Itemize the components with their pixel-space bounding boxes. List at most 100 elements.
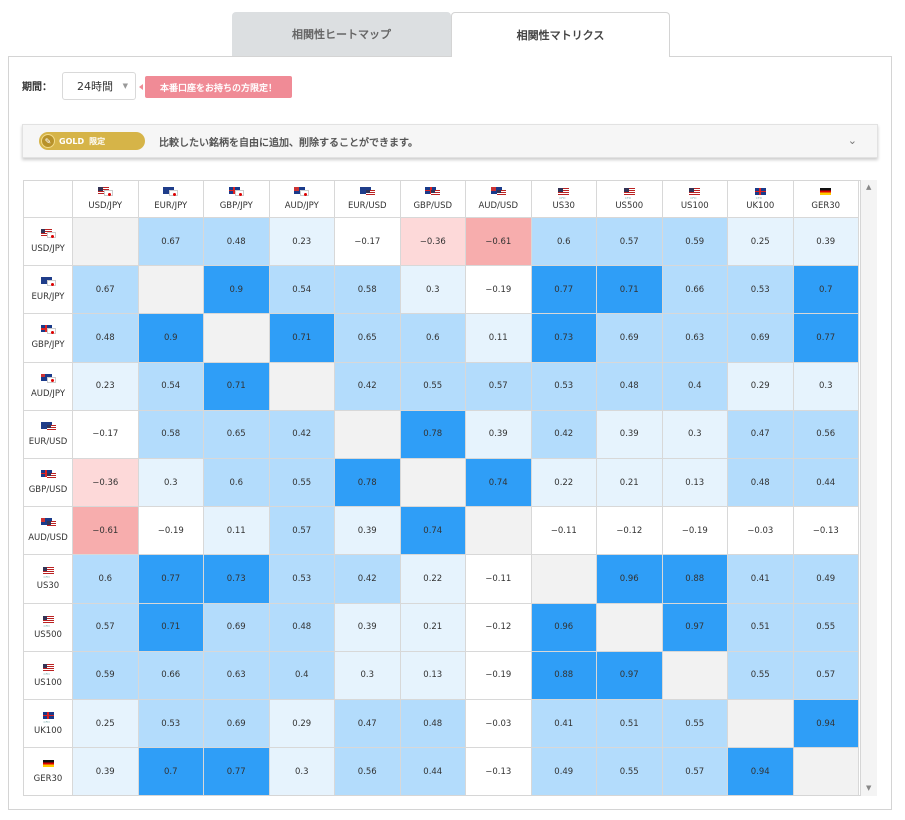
row-header-label: US500	[34, 629, 62, 640]
flag-us-icon: CFD	[41, 566, 56, 579]
matrix-cell: −0.11	[531, 507, 597, 556]
scroll-down-icon[interactable]: ▼	[866, 784, 872, 792]
row-header-label: AUD/USD	[28, 533, 68, 544]
matrix-cell: 0.13	[662, 459, 728, 508]
matrix-cell-diagonal	[400, 459, 466, 508]
flag-gb-us-icon	[40, 470, 56, 480]
matrix-cell: 0.97	[662, 603, 728, 652]
matrix-cell: 0.67	[138, 218, 204, 267]
matrix-cell-diagonal	[73, 218, 139, 267]
matrix-cell: 0.88	[662, 555, 728, 604]
row-header-label: GBP/USD	[28, 485, 68, 496]
matrix-cell: 0.58	[138, 410, 204, 459]
matrix-cell: 0.42	[335, 555, 401, 604]
matrix-cell: 0.22	[400, 555, 466, 604]
matrix-cell-diagonal	[138, 266, 204, 315]
flag-eu-us-icon	[359, 187, 375, 196]
matrix-cell: 0.22	[531, 459, 597, 508]
matrix-cell: −0.61	[466, 218, 532, 267]
matrix-cell: 0.4	[662, 362, 728, 411]
matrix-cell: −0.17	[335, 218, 401, 267]
matrix-cell: 0.55	[400, 362, 466, 411]
matrix-cell: 0.77	[204, 748, 270, 795]
column-header-label: USD/JPY	[88, 201, 123, 211]
matrix-cell: 0.88	[531, 651, 597, 700]
matrix-cell: 0.78	[335, 459, 401, 508]
flag-gb-us-icon	[425, 187, 441, 196]
matrix-cell-diagonal	[335, 410, 401, 459]
tab-correlation-heatmap[interactable]: 相関性ヒートマップ	[232, 12, 451, 56]
matrix-cell: 0.49	[531, 748, 597, 795]
matrix-cell: 0.13	[400, 651, 466, 700]
matrix-cell: 0.53	[728, 266, 794, 315]
matrix-cell: 0.73	[204, 555, 270, 604]
row-header-label: US30	[36, 581, 60, 592]
matrix-cell: 0.48	[728, 459, 794, 508]
row-header-label: UK100	[33, 726, 63, 737]
matrix-cell: 0.25	[728, 218, 794, 267]
matrix-cell: −0.12	[466, 603, 532, 652]
column-header: CFD US500	[597, 181, 663, 218]
matrix-cell: 0.67	[73, 266, 139, 315]
column-header-label: UK100	[746, 201, 775, 211]
column-header: CFD UK100	[728, 181, 794, 218]
correlation-matrix-table: USD/JPY EUR/JPY GBP/JPY AUD/JPY EUR/USD GBP/U…	[23, 180, 861, 796]
column-header-label: AUD/JPY	[284, 201, 319, 211]
period-select[interactable]: 24時間 ▼	[62, 72, 136, 100]
matrix-cell: 0.11	[466, 314, 532, 363]
row-header: AUD/USD	[24, 507, 73, 556]
matrix-cell: 0.3	[269, 748, 335, 795]
row-header: GER30	[24, 748, 73, 795]
matrix-cell: 0.3	[335, 651, 401, 700]
tab-correlation-matrix[interactable]: 相関性マトリクス	[451, 12, 670, 57]
row-header: CFD UK100	[24, 700, 73, 749]
matrix-cell: 0.77	[138, 555, 204, 604]
column-header-label: US500	[615, 201, 644, 211]
matrix-cell: 0.47	[335, 700, 401, 749]
matrix-cell: 0.48	[73, 314, 139, 363]
row-header-label: AUD/JPY	[30, 388, 66, 399]
matrix-cell: −0.13	[466, 748, 532, 795]
matrix-cell: 0.57	[269, 507, 335, 556]
matrix-cell: 0.53	[531, 362, 597, 411]
matrix-cell: 0.42	[335, 362, 401, 411]
chevron-down-icon: ▼	[122, 82, 128, 90]
matrix-cell-diagonal	[531, 555, 597, 604]
matrix-cell: 0.29	[728, 362, 794, 411]
matrix-cell-diagonal	[793, 748, 859, 795]
gold-feature-bar[interactable]: ✎ GOLD 限定 比較したい銘柄を自由に追加、削除することができます。 ⌄	[22, 124, 878, 158]
matrix-cell: 0.6	[400, 314, 466, 363]
flag-us-icon: CFD	[556, 187, 571, 200]
flag-gb-jp-icon	[40, 325, 56, 335]
matrix-cell: 0.96	[597, 555, 663, 604]
row-header-label: EUR/USD	[28, 436, 68, 447]
chevron-down-icon[interactable]: ⌄	[847, 134, 857, 147]
matrix-cell: −0.03	[728, 507, 794, 556]
matrix-cell: 0.71	[138, 603, 204, 652]
matrix-cell: 0.55	[662, 700, 728, 749]
matrix-cell: 0.71	[269, 314, 335, 363]
matrix-cell: 0.78	[400, 410, 466, 459]
matrix-cell: 0.57	[793, 651, 859, 700]
column-header: GBP/JPY	[204, 181, 270, 218]
matrix-cell-diagonal	[662, 651, 728, 700]
matrix-cell: 0.54	[269, 266, 335, 315]
matrix-cell: −0.19	[466, 651, 532, 700]
matrix-cell: 0.41	[728, 555, 794, 604]
gold-description: 比較したい銘柄を自由に追加、削除することができます。	[159, 137, 418, 149]
matrix-cell: 0.59	[662, 218, 728, 267]
row-header-label: GBP/JPY	[31, 340, 65, 351]
matrix-cell: 0.23	[269, 218, 335, 267]
matrix-cell: 0.21	[400, 603, 466, 652]
matrix-cell: 0.69	[597, 314, 663, 363]
matrix-cell: 0.65	[335, 314, 401, 363]
matrix-cell: 0.47	[728, 410, 794, 459]
matrix-cell: 0.63	[204, 651, 270, 700]
matrix-cell: 0.71	[597, 266, 663, 315]
matrix-scrollbar[interactable]: ▲ ▼	[861, 180, 877, 796]
matrix-cell: −0.11	[466, 555, 532, 604]
column-header-label: US30	[552, 201, 575, 211]
scroll-up-icon[interactable]: ▲	[866, 183, 872, 191]
matrix-cell: 0.77	[531, 266, 597, 315]
matrix-cell: 0.56	[793, 410, 859, 459]
